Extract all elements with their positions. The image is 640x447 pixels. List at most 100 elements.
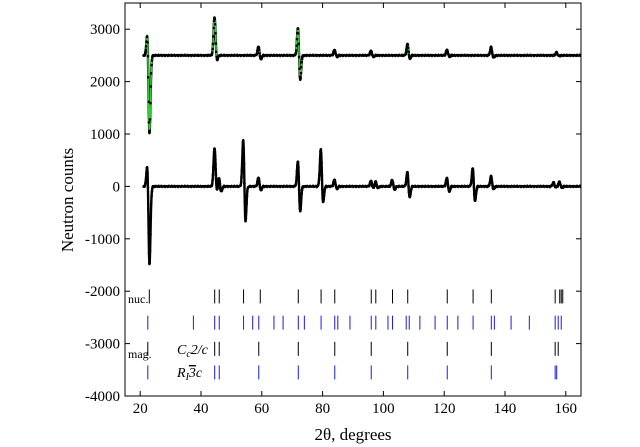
data-point — [212, 19, 216, 23]
data-point — [149, 85, 153, 88]
data-point — [561, 54, 564, 57]
data-point — [143, 52, 147, 56]
data-point — [297, 42, 301, 46]
data-point — [491, 184, 494, 187]
data-point — [406, 43, 410, 47]
data-point — [223, 185, 227, 189]
data-point — [404, 180, 408, 184]
data-point — [143, 183, 147, 187]
data-point — [299, 71, 303, 75]
y-tick-label: -2000 — [85, 284, 120, 300]
data-point — [407, 53, 411, 57]
data-point — [244, 217, 248, 220]
data-point — [300, 196, 303, 200]
data-point — [239, 183, 243, 187]
data-point — [490, 181, 494, 184]
data-point — [211, 173, 215, 177]
data-point — [406, 170, 409, 174]
data-point — [451, 185, 455, 188]
data-point — [295, 37, 299, 41]
data-point — [152, 184, 156, 188]
x-tick-label: 140 — [494, 401, 517, 417]
data-point — [471, 167, 475, 170]
data-point — [242, 146, 245, 150]
data-point — [323, 190, 326, 194]
data-point — [446, 181, 450, 184]
data-point — [244, 219, 247, 223]
y-tick-label: -1000 — [85, 232, 120, 248]
data-point — [409, 193, 412, 196]
data-point — [297, 188, 301, 192]
data-point — [297, 165, 300, 169]
data-point — [152, 53, 156, 57]
data-point — [263, 185, 267, 188]
data-point — [294, 182, 298, 186]
data-point — [243, 181, 246, 185]
x-tick-label: 160 — [555, 401, 578, 417]
data-point — [321, 187, 324, 191]
data-point — [320, 174, 324, 178]
data-point — [470, 179, 473, 182]
data-point — [296, 160, 300, 164]
data-point — [300, 61, 303, 64]
x-tick-label: 120 — [433, 401, 456, 417]
data-point — [240, 168, 244, 172]
data-point — [404, 183, 407, 186]
data-point — [213, 22, 217, 26]
data-point — [255, 182, 259, 186]
data-point — [148, 260, 152, 264]
data-point — [446, 184, 450, 187]
data-point — [319, 148, 323, 151]
data-point — [408, 195, 412, 198]
data-point — [469, 182, 473, 185]
data-point — [150, 190, 154, 193]
data-point — [297, 175, 301, 179]
data-point — [246, 189, 249, 193]
data-point — [213, 150, 217, 154]
data-point — [404, 50, 408, 54]
data-point — [495, 54, 499, 58]
data-point — [149, 232, 152, 236]
data-point — [214, 168, 218, 171]
profile-line-1 — [142, 138, 582, 266]
data-point — [213, 17, 217, 21]
data-point — [211, 47, 214, 51]
data-point — [149, 203, 153, 206]
data-point — [299, 203, 303, 206]
data-point — [322, 197, 326, 201]
data-point — [322, 194, 326, 197]
data-point — [299, 76, 302, 80]
data-point — [149, 216, 153, 219]
data-point — [146, 207, 150, 210]
data-point — [216, 186, 219, 190]
data-point — [210, 51, 214, 54]
x-tick-label: 80 — [315, 401, 330, 417]
data-point — [213, 153, 217, 157]
data-point — [317, 181, 320, 185]
data-point — [295, 176, 298, 179]
data-point — [149, 72, 153, 75]
y-tick-label: -3000 — [85, 337, 120, 353]
data-point — [150, 63, 153, 67]
label-magnetic: mag. — [128, 347, 152, 361]
data-point — [299, 208, 302, 211]
data-point — [495, 185, 499, 189]
data-point — [146, 41, 149, 44]
data-point — [214, 173, 218, 176]
data-point — [144, 45, 148, 48]
data-point — [474, 192, 478, 196]
data-point — [150, 59, 154, 62]
data-point — [490, 48, 494, 52]
data-point — [300, 57, 304, 61]
data-point — [339, 54, 343, 57]
data-point — [470, 174, 474, 178]
data-point — [263, 54, 267, 57]
data-point — [320, 161, 323, 164]
data-point — [214, 158, 217, 161]
data-point — [333, 180, 337, 184]
data-point — [148, 129, 152, 133]
data-point — [472, 177, 475, 180]
data-point — [240, 158, 244, 162]
data-point — [477, 185, 481, 188]
data-point — [472, 185, 476, 189]
